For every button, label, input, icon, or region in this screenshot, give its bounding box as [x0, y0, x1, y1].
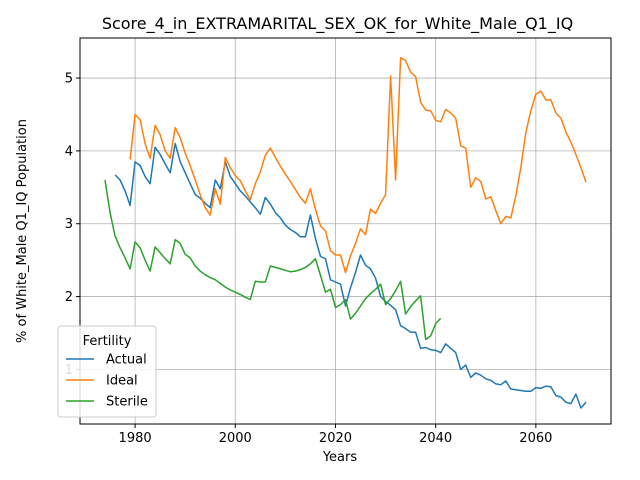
- y-tick-label: 2: [65, 290, 73, 305]
- chart-title: Score_4_in_EXTRAMARITAL_SEX_OK_for_White…: [102, 14, 573, 34]
- plot-frame: [79, 37, 612, 425]
- x-axis-title: Years: [322, 450, 358, 465]
- series-lines: [104, 56, 587, 409]
- legend-label-actual: Actual: [106, 353, 147, 368]
- series-line-sterile: [104, 179, 442, 341]
- y-tick-label: 3: [65, 217, 73, 232]
- legend: Fertility Actual Ideal Sterile: [57, 325, 157, 418]
- x-tick-label: 2000: [219, 431, 252, 446]
- legend-box: [57, 325, 157, 418]
- x-tick-label: 2040: [419, 431, 452, 446]
- axis-ticks: 1980200020202040206012345: [65, 72, 553, 446]
- y-tick-label: 5: [65, 72, 73, 87]
- y-tick-label: 4: [65, 144, 73, 159]
- y-axis-title: % of White_Male Q1_IQ Population: [15, 119, 30, 343]
- series-line-ideal: [129, 56, 587, 274]
- grid: [80, 38, 611, 424]
- x-tick-label: 2060: [519, 431, 552, 446]
- legend-title: Fertility: [83, 334, 132, 349]
- legend-label-sterile: Sterile: [106, 395, 148, 410]
- x-tick-label: 1980: [119, 431, 152, 446]
- series-line-actual: [114, 142, 587, 409]
- x-tick-label: 2020: [319, 431, 352, 446]
- legend-label-ideal: Ideal: [106, 374, 138, 389]
